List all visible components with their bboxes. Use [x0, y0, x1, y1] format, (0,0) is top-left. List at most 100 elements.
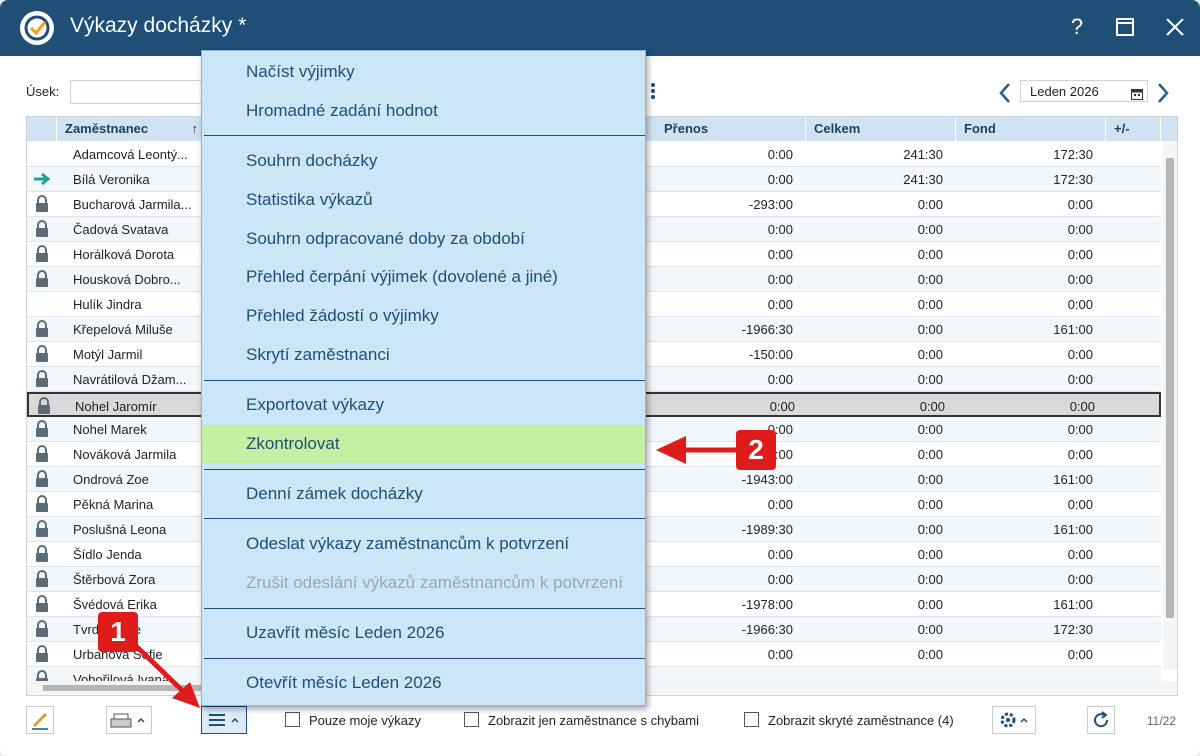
month-picker[interactable]: Leden 2026 — [1020, 80, 1148, 102]
menu-button[interactable] — [201, 706, 247, 734]
menu-item[interactable]: Zkontrolovat — [202, 425, 645, 463]
menu-item[interactable]: Souhrn docházky — [246, 151, 378, 170]
cell-total: 0:00 — [919, 399, 945, 414]
window-title: Výkazy docházky * — [70, 14, 247, 37]
horizontal-scroll-thumb[interactable] — [43, 685, 223, 691]
cell-total: 0:00 — [917, 222, 943, 237]
employee-name: Bucharová Jarmila... — [73, 197, 192, 212]
maximize-button[interactable] — [1110, 12, 1140, 42]
menu-item[interactable]: Skrytí zaměstnanci — [246, 345, 390, 364]
cell-transfer: -1978:00 — [741, 597, 793, 612]
menu-separator — [204, 469, 645, 470]
cell-total: 0:00 — [917, 372, 943, 387]
menu-item[interactable]: Přehled čerpání výjimek (dovolené a jiné… — [246, 267, 558, 286]
cell-total: 0:00 — [917, 422, 943, 437]
menu-item[interactable]: Hromadné zadání hodnot — [246, 101, 438, 120]
cell-total: 0:00 — [917, 272, 943, 287]
menu-separator — [204, 518, 645, 519]
cell-fund: 161:00 — [1053, 597, 1093, 612]
cell-total: 0:00 — [917, 622, 943, 637]
cell-total: 0:00 — [917, 647, 943, 662]
chevron-left-icon — [999, 83, 1010, 103]
cell-transfer: 0:00 — [767, 272, 793, 287]
prev-month-button[interactable] — [998, 76, 1012, 111]
cell-total: 0:00 — [917, 297, 943, 312]
cell-fund: 161:00 — [1053, 472, 1093, 487]
lock-icon — [27, 492, 57, 516]
menu-item[interactable]: Exportovat výkazy — [246, 395, 384, 414]
lock-icon — [27, 517, 57, 541]
print-button[interactable] — [106, 706, 152, 734]
more-options-icon[interactable] — [650, 80, 656, 102]
edit-button[interactable] — [26, 706, 54, 734]
header-transfer[interactable]: Přenos — [656, 117, 806, 141]
cell-transfer: -1943:00 — [741, 472, 793, 487]
cell-transfer: 0:00 — [767, 297, 793, 312]
bottom-toolbar: Pouze moje výkazy Zobrazit jen zaměstnan… — [0, 700, 1200, 744]
header-diff[interactable]: +/- — [1106, 117, 1161, 141]
employee-name: Navrátilová Džam... — [73, 372, 187, 387]
cell-transfer: 0:00 — [767, 147, 793, 162]
lock-icon — [27, 417, 57, 441]
menu-item[interactable]: Uzavřít měsíc Leden 2026 — [246, 623, 445, 642]
menu-item[interactable]: Otevřít měsíc Leden 2026 — [246, 673, 442, 692]
cell-transfer: -293:00 — [748, 197, 793, 212]
checkbox-box[interactable] — [464, 712, 479, 727]
menu-separator — [204, 380, 645, 381]
employee-name: Motýl Jarmil — [73, 347, 143, 362]
employee-name: Švédová Erika — [73, 597, 157, 612]
cell-total: 0:00 — [917, 572, 943, 587]
header-employee-label: Zaměstnanec — [65, 121, 149, 136]
settings-button[interactable] — [992, 706, 1036, 734]
cell-transfer: 0:00 — [767, 497, 793, 512]
lock-icon — [27, 617, 57, 641]
menu-item[interactable]: Denní zámek docházky — [246, 484, 423, 503]
cell-total: 0:00 — [917, 247, 943, 262]
usek-input[interactable] — [70, 80, 212, 104]
employee-name: Ondrová Zoe — [73, 472, 149, 487]
maximize-icon — [1116, 18, 1134, 36]
printer-icon — [110, 713, 145, 728]
employee-name: Hulík Jindra — [73, 297, 142, 312]
menu-item[interactable]: Odeslat výkazy zaměstnancům k potvrzení — [246, 534, 570, 553]
menu-item[interactable]: Přehled žádostí o výjimky — [246, 306, 439, 325]
employee-name: Šídlo Jenda — [73, 547, 142, 562]
header-employee[interactable]: Zaměstnanec ↑ — [57, 117, 205, 141]
show-hidden-checkbox[interactable]: Zobrazit skryté zaměstnance (4) — [744, 712, 954, 728]
cell-transfer: -1989:30 — [741, 522, 793, 537]
lock-icon — [27, 317, 57, 341]
employee-name: Nováková Jarmila — [73, 447, 177, 462]
cell-total: 0:00 — [917, 522, 943, 537]
cell-transfer: -150:00 — [748, 347, 793, 362]
refresh-icon — [1094, 711, 1109, 728]
calendar-icon[interactable] — [1131, 85, 1143, 107]
vertical-scroll-thumb[interactable] — [1166, 158, 1174, 618]
row-icon-empty — [27, 292, 57, 316]
checkbox-box[interactable] — [744, 712, 759, 727]
cell-transfer: 0:00 — [767, 647, 793, 662]
cell-total: 0:00 — [917, 547, 943, 562]
only-mine-checkbox[interactable]: Pouze moje výkazy — [285, 712, 421, 728]
menu-separator — [204, 135, 645, 136]
cell-fund: 0:00 — [1067, 222, 1093, 237]
menu-item[interactable]: Statistika výkazů — [246, 190, 373, 209]
close-button[interactable] — [1160, 12, 1190, 42]
employee-name: Bílá Veronika — [73, 172, 150, 187]
next-month-button[interactable] — [1156, 76, 1170, 111]
cell-transfer: 0:00 — [769, 399, 795, 414]
cell-transfer: 0:00 — [767, 222, 793, 237]
header-fund[interactable]: Fond — [956, 117, 1106, 141]
checkbox-box[interactable] — [285, 712, 300, 727]
cell-total: 0:00 — [917, 472, 943, 487]
refresh-button[interactable] — [1087, 706, 1115, 734]
usek-label: Úsek: — [26, 84, 60, 99]
header-total[interactable]: Celkem — [806, 117, 956, 141]
menu-item[interactable]: Souhrn odpracované doby za období — [246, 229, 525, 248]
only-errors-checkbox[interactable]: Zobrazit jen zaměstnance s chybami — [464, 712, 699, 728]
menu-item[interactable]: Zrušit odeslání výkazů zaměstnancům k po… — [246, 573, 623, 592]
cell-fund: 0:00 — [1067, 272, 1093, 287]
menu-item[interactable]: Načíst výjimky — [246, 62, 355, 81]
vertical-scrollbar[interactable] — [1163, 142, 1177, 670]
lock-icon — [27, 242, 57, 266]
help-button[interactable]: ? — [1070, 14, 1084, 39]
